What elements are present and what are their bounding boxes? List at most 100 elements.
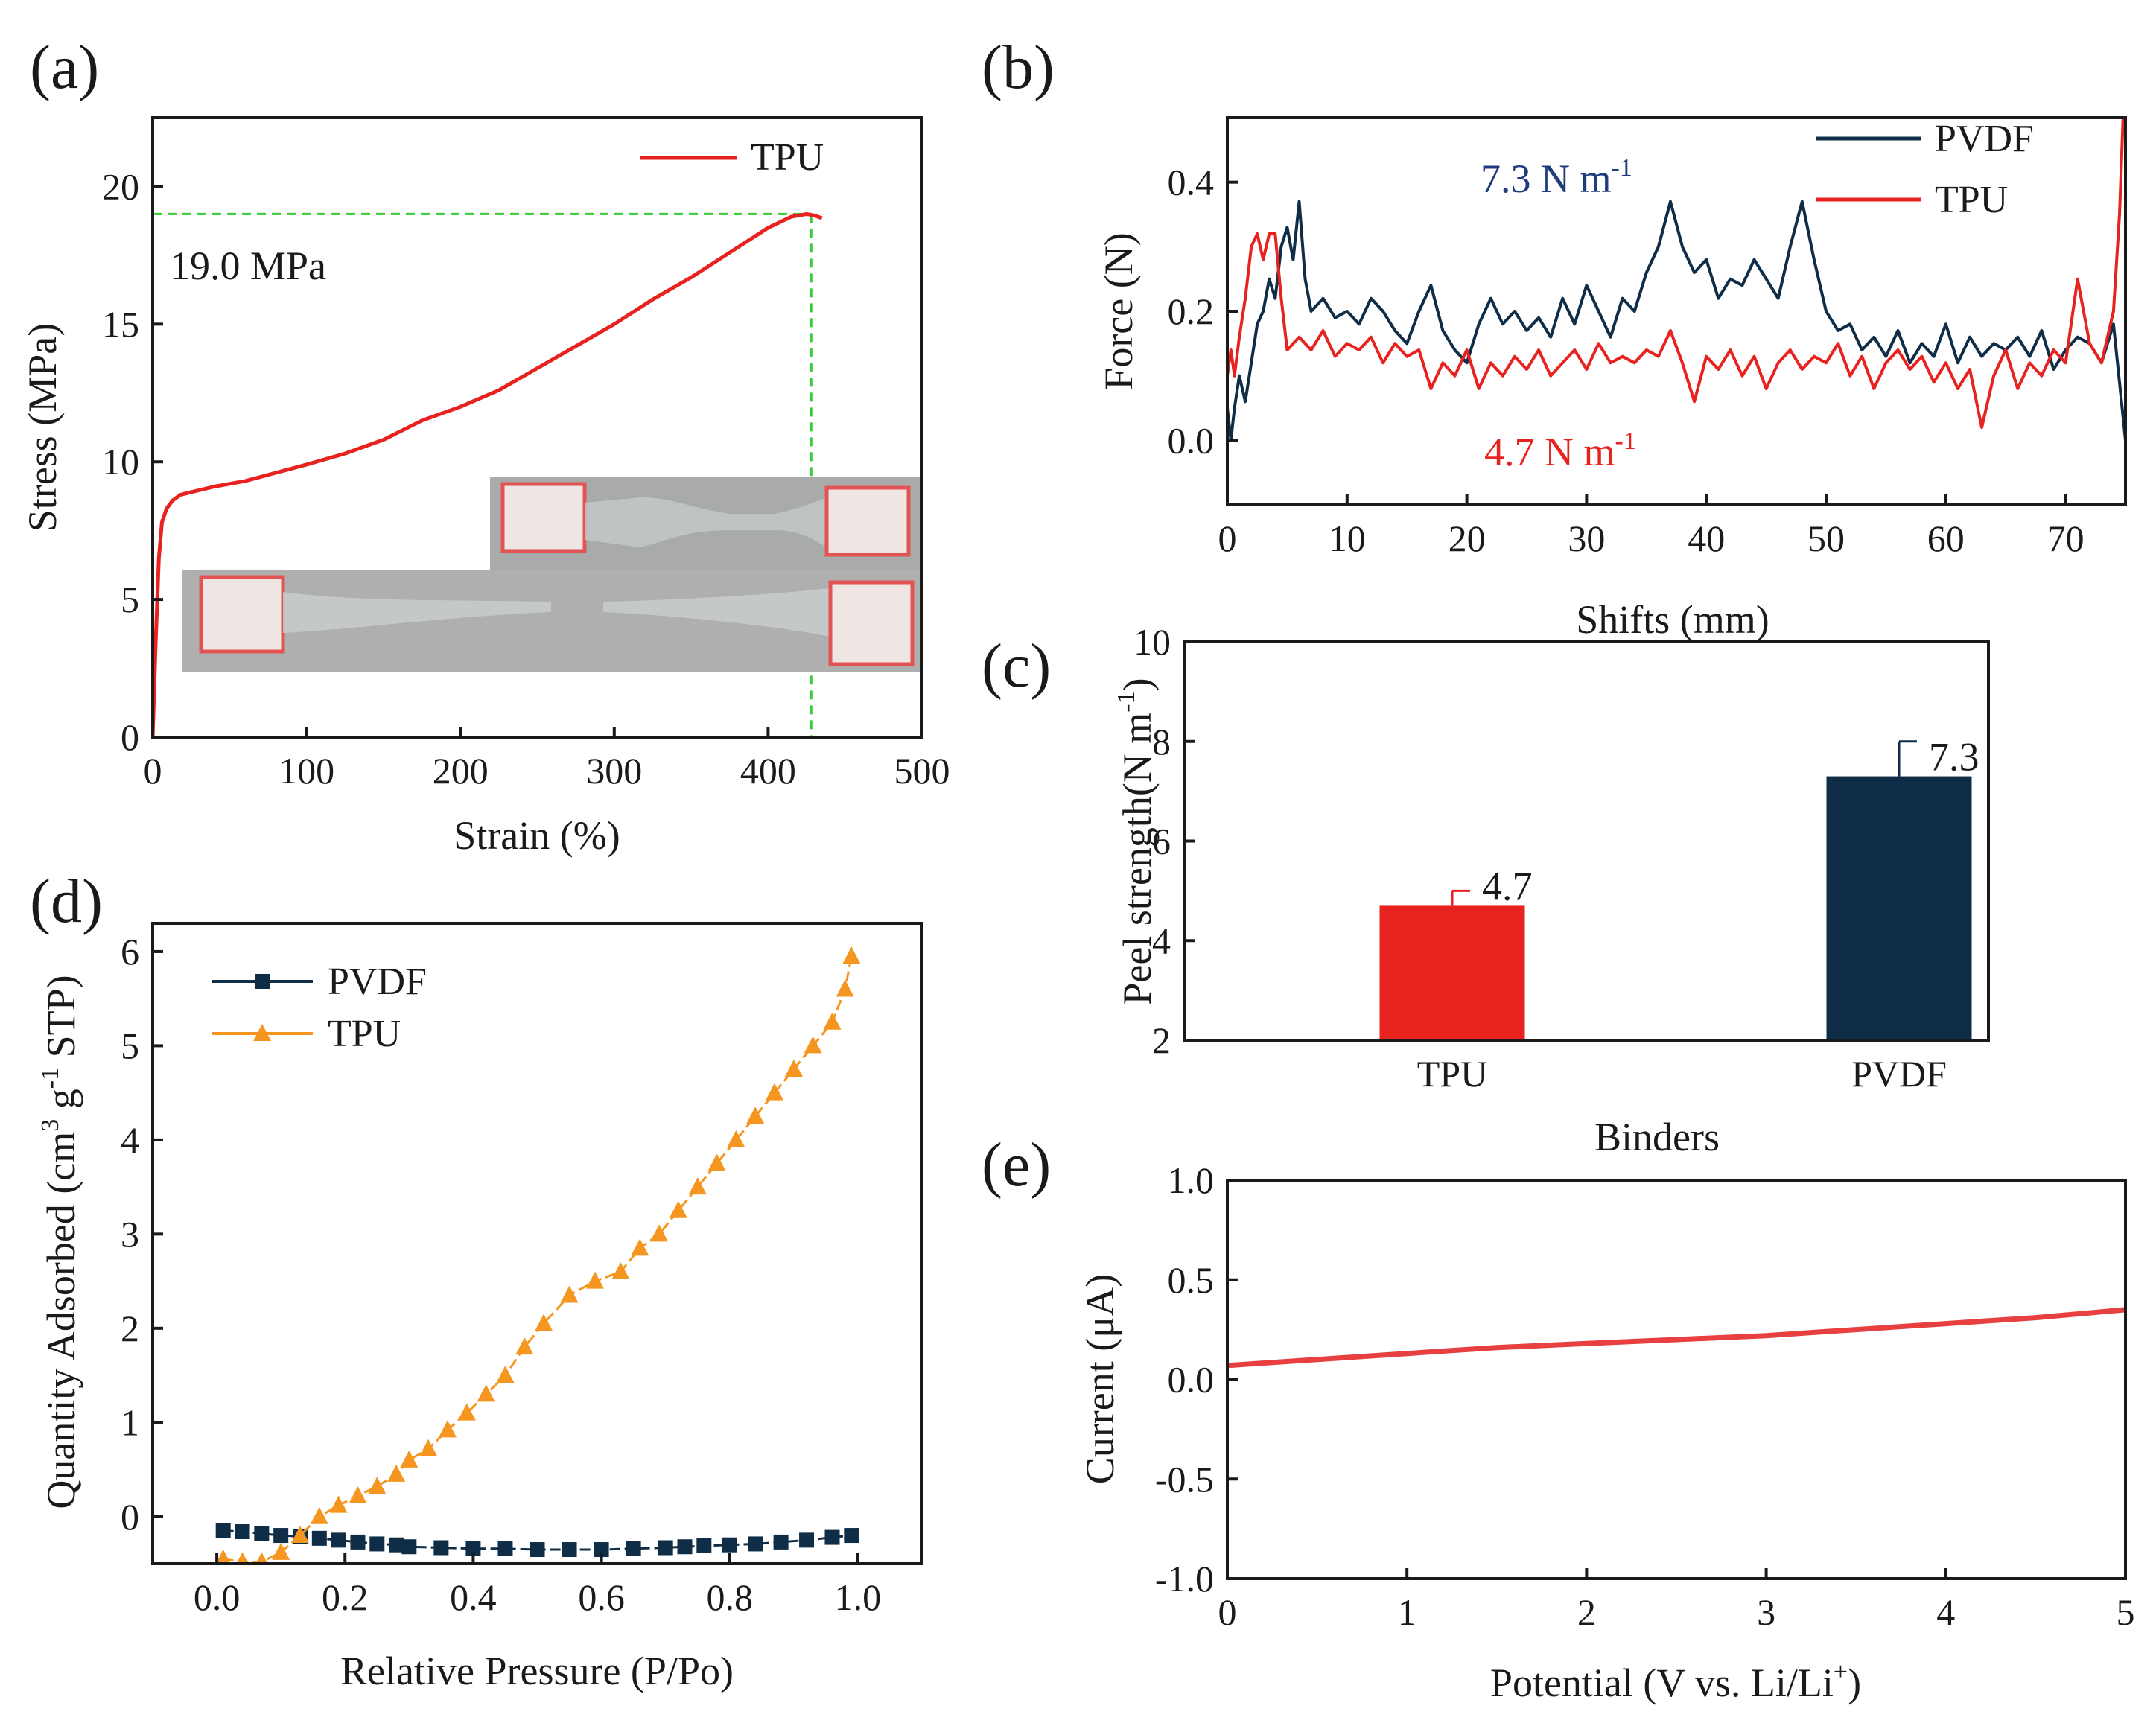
panel-c-y-ticks: 2 4 6 8 10	[1133, 621, 1195, 1061]
point-pvdf-5	[311, 1530, 327, 1546]
panel-a-label: (a)	[30, 33, 99, 102]
panel-a-x-tick-label-0: 0	[144, 750, 162, 792]
point-tpu-22	[650, 1224, 669, 1242]
point-tpu-16	[515, 1337, 534, 1355]
point-pvdf-17	[626, 1541, 641, 1556]
inset-photo-specimen-left	[283, 592, 551, 633]
panel-c: (c) 4.7 7.3 2 4 6 8 10 TPU PVDF Binders Peel s…	[982, 621, 1990, 1159]
point-tpu-25	[707, 1153, 726, 1171]
point-pvdf-16	[594, 1542, 609, 1558]
panel-b-tpu-annotation: 4.7 N m-1	[1484, 427, 1636, 474]
panel-e-frame	[1226, 1179, 2127, 1580]
panel-b-frame	[1226, 116, 2127, 506]
point-pvdf-8	[369, 1536, 385, 1552]
panel-c-y-tick-label-2: 6	[1152, 821, 1171, 862]
panel-b-x-tick-label-6: 60	[1927, 518, 1965, 559]
panel-e-x-axis-label-end: )	[1848, 1660, 1861, 1705]
point-pvdf-1	[235, 1524, 250, 1539]
panel-d-x-tick-label-4: 0.8	[707, 1576, 754, 1618]
point-tpu-7	[349, 1486, 367, 1503]
point-tpu-32	[836, 979, 854, 997]
panel-d-y-tick-label-3: 3	[121, 1213, 139, 1255]
panel-c-y-axis-label-text: Peel strength(N m	[1115, 713, 1160, 1005]
point-tpu-24	[688, 1177, 707, 1195]
inset-photo-grip-left-top	[500, 482, 587, 553]
panel-a-x-tick-label-1: 100	[279, 750, 334, 792]
legend-label-pvdf-d: PVDF	[328, 961, 427, 1003]
panel-d-y-tick-label-6: 6	[121, 931, 139, 972]
panel-c-label: (c)	[982, 631, 1051, 701]
panel-e-x-ticks: 0 1 2 3 4 5	[1218, 1568, 2135, 1633]
stress-strain-line-tpu	[153, 211, 823, 737]
panel-b-x-tick-label-7: 70	[2047, 518, 2085, 559]
point-tpu-29	[784, 1060, 803, 1077]
point-pvdf-19	[677, 1539, 693, 1555]
point-tpu-10	[400, 1450, 419, 1468]
panel-b-pvdf-annotation: 7.3 N m-1	[1481, 154, 1632, 201]
point-pvdf-10	[401, 1539, 417, 1555]
panel-a-y-tick-label-1: 5	[121, 579, 139, 620]
point-pvdf-25	[824, 1529, 840, 1545]
point-tpu-21	[631, 1238, 649, 1256]
point-pvdf-21	[722, 1537, 737, 1553]
panel-a-x-tick-label-2: 200	[433, 750, 489, 792]
panel-b-y-tick-label-2: 0.4	[1168, 162, 1215, 203]
panel-d-x-tick-label-0: 0.0	[194, 1576, 241, 1618]
panel-e-x-axis-label: Potential (V vs. Li/Li+)	[1490, 1658, 1861, 1705]
pvdf-annotation-sup: -1	[1612, 154, 1632, 182]
point-tpu-28	[766, 1083, 784, 1101]
panel-d-y-axis-label-end: STP)	[39, 975, 83, 1068]
tpu-annotation-text: 4.7 N m	[1484, 430, 1615, 474]
panel-a-x-tick-label-3: 300	[586, 750, 642, 792]
panel-b-label: (b)	[982, 33, 1055, 102]
panel-b-x-tick-label-5: 50	[1807, 518, 1845, 559]
panel-c-y-tick-label-3: 8	[1152, 721, 1171, 762]
point-tpu-8	[368, 1477, 387, 1494]
panel-d-x-tick-label-1: 0.2	[322, 1576, 369, 1618]
point-tpu-19	[585, 1271, 604, 1289]
panel-e-series	[1227, 1307, 2125, 1369]
point-tpu-18	[560, 1285, 579, 1303]
panel-c-x-ticks: TPU PVDF	[1417, 1053, 1947, 1095]
legend-marker-tpu-d	[253, 1024, 271, 1041]
panel-c-bars: 4.7 7.3	[1379, 735, 1979, 1040]
panel-b-x-axis-label: Shifts (mm)	[1576, 597, 1769, 642]
legend-label-pvdf: PVDF	[1935, 118, 2034, 160]
panel-e-y-tick-label-1: -0.5	[1155, 1458, 1214, 1500]
panel-e-x-axis-label-text: Potential (V vs. Li/Li	[1490, 1660, 1834, 1705]
point-pvdf-24	[799, 1532, 815, 1548]
panel-b-y-tick-label-1: 0.2	[1168, 290, 1215, 332]
point-tpu-14	[477, 1384, 495, 1402]
panel-a-x-axis-label: Strain (%)	[454, 813, 620, 858]
panel-b-y-axis-label: Force (N)	[1096, 232, 1141, 389]
panel-b-y-tick-label-0: 0.0	[1168, 419, 1215, 461]
point-tpu-11	[419, 1439, 438, 1456]
panel-a-x-tick-label-4: 400	[740, 750, 796, 792]
panel-b-series	[1227, 118, 2125, 442]
panel-d-y-tick-label-4: 4	[121, 1119, 139, 1161]
tpu-annotation-sup: -1	[1615, 427, 1636, 455]
point-tpu-2	[255, 1552, 268, 1564]
point-tpu-27	[746, 1107, 765, 1124]
point-tpu-9	[387, 1464, 406, 1482]
panel-b-x-tick-label-1: 10	[1329, 518, 1366, 559]
panel-e-x-tick-label-3: 3	[1757, 1591, 1775, 1633]
panel-d-y-tick-label-2: 2	[121, 1308, 139, 1349]
force-line-tpu	[1227, 118, 2125, 429]
point-tpu-13	[457, 1403, 476, 1421]
point-pvdf-3	[273, 1528, 289, 1544]
panel-a-y-tick-label-3: 15	[102, 303, 139, 345]
panel-e-y-tick-label-2: 0.0	[1168, 1359, 1215, 1401]
panel-e-x-tick-label-1: 1	[1398, 1591, 1416, 1633]
point-pvdf-12	[465, 1541, 481, 1556]
panel-d-y-axis-label-sup2: -1	[36, 1068, 64, 1089]
panel-d-y-ticks: 0 1 2 3 4 5 6	[121, 931, 163, 1538]
panel-a-y-tick-label-4: 20	[102, 165, 139, 207]
panel-d-x-tick-label-2: 0.4	[450, 1576, 497, 1618]
panel-e-y-axis-label: Current (μA)	[1078, 1274, 1122, 1484]
point-tpu-1	[236, 1552, 249, 1564]
panel-d-x-ticks: 0.0 0.2 0.4 0.6 0.8 1.0	[194, 1553, 881, 1618]
panel-d-x-axis-label: Relative Pressure (P/Po)	[340, 1649, 734, 1693]
panel-c-y-tick-label-0: 2	[1152, 1019, 1171, 1061]
panel-b-x-tick-label-3: 30	[1568, 518, 1605, 559]
